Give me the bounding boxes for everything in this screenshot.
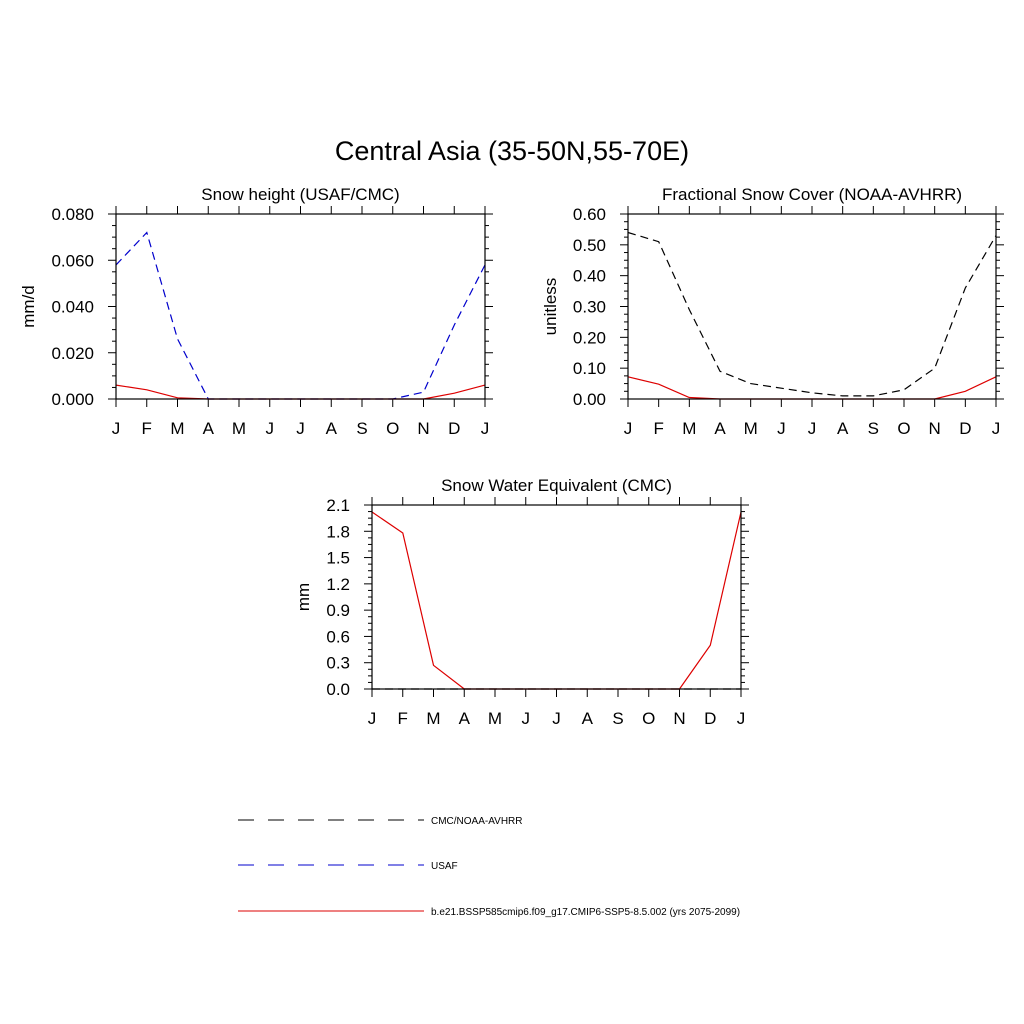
y-tick-label: 0.30 — [573, 298, 606, 317]
series-line-1 — [627, 376, 997, 400]
x-tick-label: O — [642, 709, 655, 728]
x-tick-label: M — [744, 419, 758, 438]
panel-fractional-snow-cover: Fractional Snow Cover (NOAA-AVHRR) unitle… — [541, 185, 1004, 438]
legend: CMC/NOAA-AVHRR USAF b.e21.BSSP585cmip6.f09… — [238, 816, 740, 918]
plot-frame — [115, 213, 486, 400]
x-tick-label: S — [356, 419, 367, 438]
x-tick-label: J — [522, 709, 531, 728]
x-tick-label: A — [714, 419, 726, 438]
legend-label-1: USAF — [431, 861, 458, 872]
series-line-0 — [115, 231, 486, 400]
y-tick-label: 0.40 — [573, 267, 606, 286]
y-tick-label: 1.2 — [326, 575, 350, 594]
x-tick-label: F — [653, 419, 663, 438]
x-tick-label: F — [398, 709, 408, 728]
x-tick-label: J — [266, 419, 275, 438]
plot-frame — [371, 504, 742, 690]
x-tick-label: J — [481, 419, 490, 438]
x-tick-label: S — [612, 709, 623, 728]
y-tick-label: 0.00 — [573, 390, 606, 409]
panel-title: Fractional Snow Cover (NOAA-AVHRR) — [662, 185, 962, 204]
y-axis-label: mm — [294, 583, 313, 611]
x-tick-label: N — [417, 419, 429, 438]
y-tick-label: 0.50 — [573, 236, 606, 255]
series-line-0 — [627, 231, 997, 397]
y-axis-label: unitless — [541, 278, 560, 336]
x-tick-label: J — [808, 419, 817, 438]
y-tick-label: 0.3 — [326, 654, 350, 673]
x-tick-label: J — [112, 419, 121, 438]
x-tick-label: A — [459, 709, 471, 728]
y-tick-label: 0.60 — [573, 205, 606, 224]
x-tick-label: N — [929, 419, 941, 438]
x-tick-label: A — [582, 709, 594, 728]
x-tick-label: S — [868, 419, 879, 438]
y-tick-label: 0.0 — [326, 680, 350, 699]
y-axis-label: mm/d — [19, 285, 38, 328]
y-tick-label: 2.1 — [326, 496, 350, 515]
panel-snow-water-equivalent: Snow Water Equivalent (CMC)mmJ F M A M J J A S O N… — [294, 476, 749, 728]
x-tick-label: J — [624, 419, 633, 438]
legend-label-2: b.e21.BSSP585cmip6.f09_g17.CMIP6-SSP5-8.… — [431, 907, 740, 918]
x-tick-label: J — [777, 419, 786, 438]
x-tick-label: M — [488, 709, 502, 728]
y-tick-label: 0.000 — [51, 390, 94, 409]
y-tick-label: 0.040 — [51, 298, 94, 317]
legend-label-0: CMC/NOAA-AVHRR — [431, 816, 522, 827]
x-tick-label: A — [326, 419, 338, 438]
x-tick-label: D — [959, 419, 971, 438]
page-title: Central Asia (35-50N,55-70E) — [334, 136, 690, 166]
x-tick-label: A — [203, 419, 215, 438]
x-tick-label: M — [426, 709, 440, 728]
y-tick-label: 0.20 — [573, 328, 606, 347]
y-tick-label: 0.6 — [326, 627, 350, 646]
y-tick-label: 0.080 — [51, 205, 94, 224]
y-tick-label: 0.020 — [51, 344, 94, 363]
x-tick-label: N — [673, 709, 685, 728]
x-tick-label: D — [448, 419, 460, 438]
panel-title: Snow height (USAF/CMC) — [201, 185, 399, 204]
x-tick-label: F — [142, 419, 152, 438]
x-tick-label: O — [897, 419, 910, 438]
x-tick-label: J — [368, 709, 377, 728]
series-line-1 — [115, 384, 486, 400]
panel-snow-height: Snow height (USAF/CMC)mm/dJ F M A M J J A S O N D J0… — [19, 185, 493, 438]
x-tick-label: M — [682, 419, 696, 438]
x-tick-label: O — [386, 419, 399, 438]
x-tick-label: A — [837, 419, 849, 438]
y-tick-label: 0.060 — [51, 251, 94, 270]
series-line-1 — [371, 511, 742, 690]
panel-title: Snow Water Equivalent (CMC) — [441, 476, 672, 495]
x-tick-label: J — [296, 419, 305, 438]
x-tick-label: J — [737, 709, 746, 728]
y-tick-label: 0.10 — [573, 359, 606, 378]
y-tick-label: 1.8 — [326, 522, 350, 541]
x-tick-label: J — [992, 419, 1001, 438]
y-tick-label: 1.5 — [326, 549, 350, 568]
plot-frame — [627, 213, 997, 400]
y-tick-label: 0.9 — [326, 601, 350, 620]
x-tick-label: M — [232, 419, 246, 438]
x-tick-label: M — [170, 419, 184, 438]
x-tick-label: J — [552, 709, 561, 728]
x-tick-label: D — [704, 709, 716, 728]
